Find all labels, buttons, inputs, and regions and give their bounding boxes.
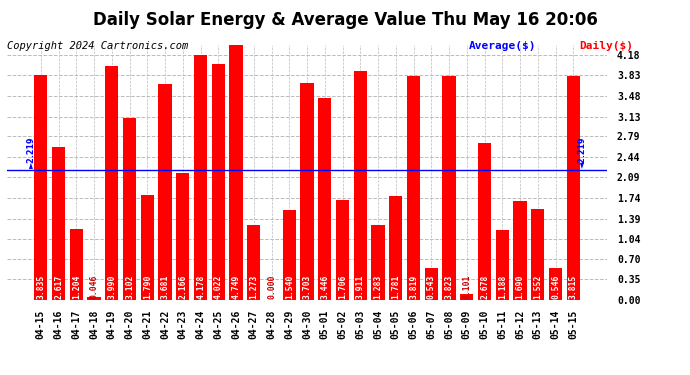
Bar [389, 196, 402, 300]
Text: 0.543: 0.543 [427, 275, 436, 299]
Bar [478, 143, 491, 300]
Text: 1.706: 1.706 [338, 275, 347, 299]
Text: 1.790: 1.790 [143, 275, 152, 299]
Bar [52, 147, 66, 300]
Text: 3.835: 3.835 [37, 275, 46, 299]
Bar [70, 230, 83, 300]
Bar [460, 294, 473, 300]
Text: 4.178: 4.178 [196, 275, 205, 299]
Bar [247, 225, 260, 300]
Text: Daily($): Daily($) [580, 41, 633, 51]
Bar [105, 66, 119, 300]
Bar [407, 76, 420, 300]
Bar [176, 173, 190, 300]
Text: 1.552: 1.552 [533, 275, 542, 299]
Bar [283, 210, 296, 300]
Text: 4.022: 4.022 [214, 275, 223, 299]
Bar [88, 297, 101, 300]
Bar [531, 209, 544, 300]
Text: 2.617: 2.617 [54, 275, 63, 299]
Text: 0.101: 0.101 [462, 275, 471, 299]
Text: ►2.219: ►2.219 [28, 136, 37, 168]
Text: 1.781: 1.781 [391, 275, 400, 299]
Bar [212, 64, 225, 300]
Bar [549, 268, 562, 300]
Text: 3.815: 3.815 [569, 275, 578, 299]
Bar [194, 55, 207, 300]
Text: 3.681: 3.681 [161, 275, 170, 299]
Bar [159, 84, 172, 300]
Text: 3.823: 3.823 [444, 275, 453, 299]
Bar [495, 230, 509, 300]
Text: 3.102: 3.102 [125, 275, 134, 299]
Bar [123, 118, 136, 300]
Text: 0.000: 0.000 [267, 275, 276, 299]
Text: 1.188: 1.188 [497, 275, 506, 299]
Bar [34, 75, 48, 300]
Bar [424, 268, 438, 300]
Text: 2.166: 2.166 [178, 275, 187, 299]
Text: ◄2.219: ◄2.219 [578, 136, 586, 168]
Bar [229, 22, 243, 300]
Bar [354, 71, 367, 300]
Bar [300, 83, 314, 300]
Text: 1.540: 1.540 [285, 275, 294, 299]
Text: 4.749: 4.749 [232, 275, 241, 299]
Text: 2.678: 2.678 [480, 275, 489, 299]
Text: 3.703: 3.703 [302, 275, 312, 299]
Bar [513, 201, 526, 300]
Bar [566, 76, 580, 300]
Text: Copyright 2024 Cartronics.com: Copyright 2024 Cartronics.com [7, 41, 188, 51]
Text: Daily Solar Energy & Average Value Thu May 16 20:06: Daily Solar Energy & Average Value Thu M… [92, 11, 598, 29]
Text: 0.046: 0.046 [90, 275, 99, 299]
Text: Average($): Average($) [469, 41, 537, 51]
Text: 1.273: 1.273 [249, 275, 258, 299]
Bar [336, 200, 349, 300]
Text: 1.283: 1.283 [373, 275, 382, 299]
Text: 1.690: 1.690 [515, 275, 524, 299]
Bar [141, 195, 154, 300]
Text: 0.546: 0.546 [551, 275, 560, 299]
Text: 3.990: 3.990 [108, 275, 117, 299]
Bar [371, 225, 385, 300]
Text: 3.446: 3.446 [320, 275, 329, 299]
Bar [442, 76, 455, 300]
Text: 3.819: 3.819 [409, 275, 418, 299]
Text: 1.204: 1.204 [72, 275, 81, 299]
Text: 3.911: 3.911 [356, 275, 365, 299]
Bar [318, 98, 331, 300]
